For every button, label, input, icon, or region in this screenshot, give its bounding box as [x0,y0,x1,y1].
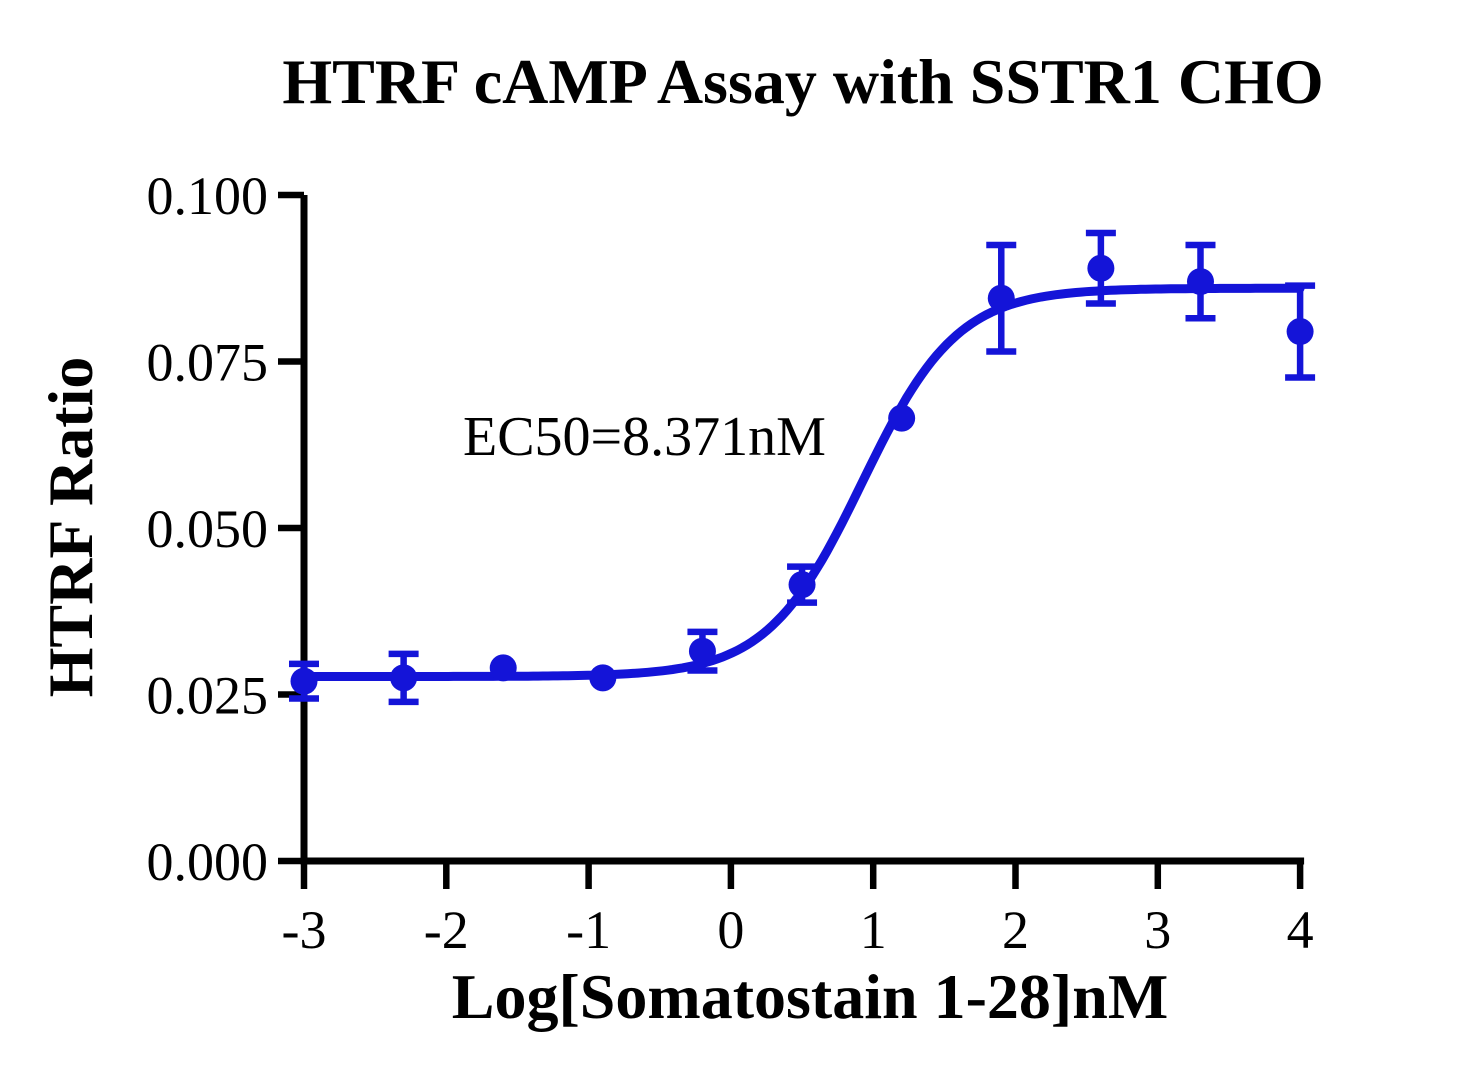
data-point-marker [589,664,617,692]
axes [300,195,1305,865]
fit-curve-path [299,283,1305,681]
y-axis-label: HTRF Ratio [35,357,106,698]
data-point-marker [290,667,318,695]
fit-curve [299,283,1305,681]
y-tick-label: 0.000 [147,832,269,892]
x-tick-label: -1 [566,900,611,960]
ec50-annotation: EC50=8.371nM [463,406,826,468]
x-tick-label: -2 [424,900,469,960]
data-points [290,254,1314,695]
x-axis-ticks: -3 -2 -1 0 1 2 3 4 [282,861,1314,960]
y-tick-label: 0.075 [147,332,269,392]
x-tick-label: 1 [860,900,887,960]
data-point-marker [987,284,1015,312]
data-point-marker [489,654,517,682]
x-tick-label: -3 [282,900,327,960]
x-axis-label: Log[Somatostain 1-28]nM [452,961,1168,1032]
y-axis-ticks: 0.000 0.025 0.050 0.075 0.100 [147,166,304,892]
x-tick-label: 0 [717,900,744,960]
data-point-marker [888,404,916,432]
chart-title: HTRF cAMP Assay with SSTR1 CHO [282,46,1323,117]
y-tick-label: 0.050 [147,499,269,559]
y-tick-label: 0.025 [147,665,269,725]
data-point-marker [688,637,716,665]
data-point-marker [1186,268,1214,296]
y-tick-label: 0.100 [147,166,269,226]
data-point-marker [1087,254,1115,282]
x-tick-label: 4 [1287,900,1314,960]
data-point-marker [788,571,816,599]
x-tick-label: 3 [1144,900,1171,960]
x-tick-label: 2 [1002,900,1029,960]
data-point-marker [1286,318,1314,346]
data-point-marker [390,664,418,692]
